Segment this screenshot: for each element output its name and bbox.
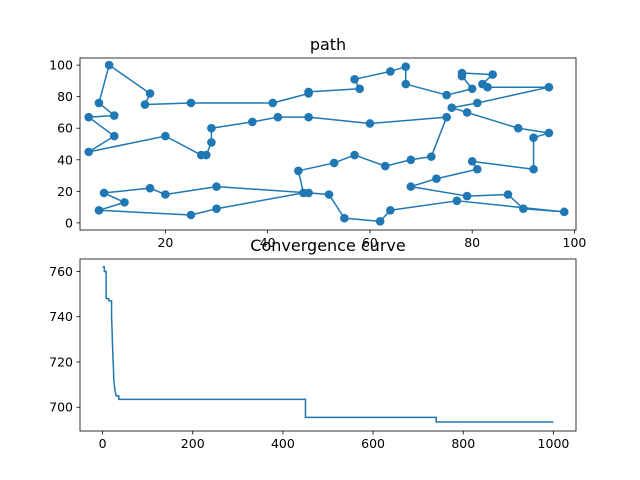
city-point: [375, 217, 385, 226]
city-point: [212, 204, 221, 213]
city-point: [248, 117, 257, 127]
city-point: [299, 188, 308, 198]
city-point: [109, 131, 119, 141]
city-point: [186, 98, 196, 108]
city-point: [99, 188, 109, 198]
city-point: [145, 89, 155, 98]
x-tick-label: 20: [157, 235, 173, 250]
city-point: [513, 123, 523, 133]
city-point: [380, 161, 390, 171]
city-point: [340, 213, 349, 223]
city-point: [304, 112, 313, 122]
chart-title: path: [310, 35, 346, 54]
city-point: [503, 190, 513, 199]
city-point: [442, 90, 451, 100]
y-tick-label: 720: [49, 354, 73, 369]
city-point: [529, 133, 538, 142]
city-point: [365, 119, 375, 128]
city-point: [140, 100, 150, 109]
city-point: [386, 67, 395, 76]
city-point: [94, 205, 104, 215]
x-tick-label: 800: [451, 436, 475, 451]
city-point: [273, 112, 283, 122]
route-line: [87, 64, 565, 223]
city-point: [473, 98, 482, 108]
city-point: [432, 174, 441, 184]
x-tick-label: 400: [271, 436, 295, 451]
city-point: [483, 82, 492, 92]
city-point: [442, 112, 451, 122]
city-point: [145, 183, 155, 193]
city-point: [84, 147, 93, 157]
city-point: [212, 182, 221, 191]
city-point: [462, 108, 472, 117]
city-point: [120, 198, 129, 207]
city-point: [529, 164, 538, 174]
city-point: [401, 79, 411, 89]
chart-title: Convergence curve: [250, 236, 405, 255]
city-point: [488, 70, 497, 79]
city-point: [324, 190, 334, 199]
city-point: [452, 196, 462, 206]
city-point: [294, 166, 303, 176]
x-tick-label: 200: [181, 436, 205, 451]
city-point: [94, 98, 104, 108]
city-point: [386, 205, 395, 215]
city-point: [304, 87, 313, 97]
y-tick-label: 700: [49, 400, 73, 415]
city-point: [84, 112, 93, 122]
x-tick-label: 600: [361, 436, 385, 451]
city-point: [426, 152, 436, 161]
city-point: [544, 82, 554, 92]
city-point: [161, 190, 170, 199]
plot-frame: [79, 57, 577, 231]
x-tick-label: 60: [362, 235, 378, 250]
city-point: [350, 75, 359, 84]
y-tick-label: 80: [57, 89, 73, 104]
city-point: [544, 128, 554, 138]
city-point: [447, 103, 457, 113]
x-tick-label: 80: [464, 235, 480, 250]
y-tick-label: 20: [57, 184, 73, 199]
city-point: [406, 182, 416, 191]
y-tick-label: 40: [57, 152, 73, 167]
convergence-chart: 0 200 400 600 800 1000 700 720 740 760 Convergen…: [49, 236, 577, 451]
x-tick-label: 1000: [538, 436, 570, 451]
city-point: [401, 62, 411, 71]
y-tick-label: 60: [57, 121, 73, 136]
city-point: [109, 111, 119, 120]
city-point: [467, 84, 477, 94]
y-tick-label: 0: [65, 215, 73, 230]
city-point: [462, 191, 472, 201]
x-tick-label: 40: [260, 235, 276, 250]
plot-frame: [79, 258, 577, 432]
city-point: [406, 155, 416, 165]
x-tick-label: 100: [563, 235, 587, 250]
city-point: [207, 123, 216, 133]
city-point: [268, 98, 278, 108]
city-point: [104, 60, 114, 70]
city-point: [467, 157, 477, 166]
city-point: [329, 158, 339, 168]
y-tick-label: 740: [49, 309, 73, 324]
city-point: [519, 204, 528, 213]
city-point: [350, 150, 359, 160]
city-point: [457, 68, 467, 78]
y-tick-label: 760: [49, 264, 73, 279]
city-point: [559, 207, 569, 217]
city-point: [207, 138, 216, 147]
city-point: [355, 84, 365, 94]
x-tick-label: 0: [99, 436, 107, 451]
city-point: [196, 150, 206, 160]
path-chart: path 20 40 60 80 100 0 20 40 60 80 100: [49, 35, 586, 250]
y-tick-label: 100: [49, 58, 73, 73]
convergence-line: [102, 266, 554, 423]
city-point: [473, 164, 482, 174]
city-point: [186, 210, 196, 220]
city-point: [161, 131, 170, 141]
